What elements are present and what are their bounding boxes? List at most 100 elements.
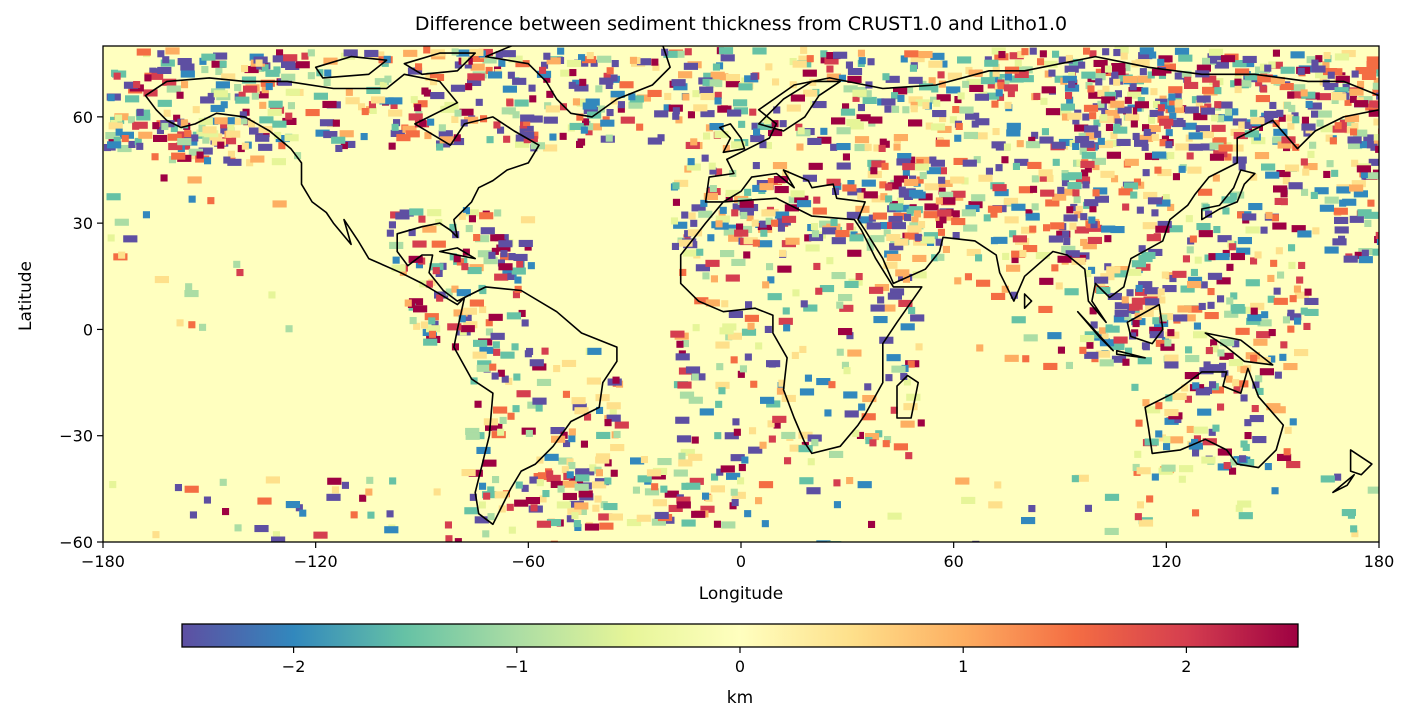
anomaly-cell xyxy=(880,222,888,230)
anomaly-cell xyxy=(156,126,164,134)
anomaly-cell xyxy=(719,327,734,335)
anomaly-cell xyxy=(959,106,974,114)
anomaly-cell xyxy=(1186,246,1194,254)
anomaly-cell xyxy=(257,497,272,505)
anomaly-cell xyxy=(715,220,723,228)
anomaly-cell xyxy=(1279,83,1294,91)
anomaly-cell xyxy=(227,117,235,125)
anomaly-cell xyxy=(157,99,172,107)
anomaly-cell xyxy=(1131,383,1139,391)
anomaly-cell xyxy=(157,50,165,58)
anomaly-cell xyxy=(807,137,822,145)
anomaly-cell xyxy=(890,238,898,246)
anomaly-cell xyxy=(1197,408,1212,416)
anomaly-cell xyxy=(1324,83,1339,91)
anomaly-cell xyxy=(1097,100,1105,108)
anomaly-cell xyxy=(1186,425,1194,433)
anomaly-cell xyxy=(858,188,866,196)
anomaly-cell xyxy=(924,203,939,211)
anomaly-cell xyxy=(535,404,543,412)
anomaly-cell xyxy=(924,183,939,191)
anomaly-cell xyxy=(1106,139,1121,147)
anomaly-cell xyxy=(427,209,442,217)
anomaly-cell xyxy=(815,287,823,295)
anomaly-cell xyxy=(718,387,726,395)
anomaly-cell xyxy=(464,116,479,124)
anomaly-cell xyxy=(930,52,945,60)
anomaly-cell xyxy=(1080,140,1095,148)
anomaly-cell xyxy=(610,469,618,477)
anomaly-cell xyxy=(1088,216,1096,224)
anomaly-cell xyxy=(772,162,788,170)
anomaly-cell xyxy=(854,144,869,152)
anomaly-cell xyxy=(768,129,783,137)
anomaly-cell xyxy=(902,163,917,171)
anomaly-cell xyxy=(1124,158,1139,166)
anomaly-cell xyxy=(1230,458,1238,466)
anomaly-cell xyxy=(561,466,569,474)
anomaly-cell xyxy=(1311,59,1319,67)
anomaly-cell xyxy=(404,299,412,307)
anomaly-cell xyxy=(274,131,282,139)
colorbar xyxy=(181,623,1299,648)
anomaly-cell xyxy=(476,446,491,454)
anomaly-cell xyxy=(852,429,860,437)
anomaly-cell xyxy=(1244,419,1252,427)
anomaly-cell xyxy=(672,112,680,120)
anomaly-cell xyxy=(907,225,922,233)
x-tick-label: 180 xyxy=(1364,552,1395,571)
anomaly-cell xyxy=(537,472,545,480)
anomaly-cell xyxy=(546,90,554,98)
anomaly-cell xyxy=(1093,187,1108,195)
anomaly-cell xyxy=(1125,113,1140,121)
anomaly-cell xyxy=(1143,191,1158,199)
anomaly-cell xyxy=(692,324,700,332)
anomaly-cell xyxy=(1375,145,1379,153)
anomaly-cell xyxy=(219,60,227,68)
anomaly-cell xyxy=(1248,123,1263,131)
anomaly-cell xyxy=(940,60,948,68)
anomaly-cell xyxy=(313,531,328,539)
anomaly-cell xyxy=(268,291,276,299)
anomaly-cell xyxy=(670,330,685,338)
anomaly-cell xyxy=(1083,104,1099,112)
anomaly-cell xyxy=(429,263,444,271)
anomaly-cell xyxy=(1217,349,1225,357)
anomaly-cell xyxy=(847,349,862,357)
anomaly-cell xyxy=(1157,104,1165,112)
anomaly-cell xyxy=(1278,114,1286,122)
anomaly-cell xyxy=(1038,169,1053,177)
anomaly-cell xyxy=(1136,467,1151,475)
anomaly-cell xyxy=(1128,87,1143,95)
anomaly-cell xyxy=(908,76,923,84)
anomaly-cell xyxy=(1342,198,1357,206)
anomaly-cell xyxy=(227,150,235,158)
anomaly-cell xyxy=(1022,355,1030,363)
anomaly-cell xyxy=(761,209,776,217)
anomaly-cell xyxy=(1328,68,1343,76)
anomaly-cell xyxy=(154,276,169,284)
anomaly-cell xyxy=(1234,86,1242,94)
anomaly-cell xyxy=(744,510,752,518)
anomaly-cell xyxy=(614,421,629,429)
anomaly-cell xyxy=(1093,119,1101,127)
anomaly-cell xyxy=(203,496,211,504)
anomaly-cell xyxy=(450,84,466,92)
anomaly-cell xyxy=(1114,302,1129,310)
anomaly-cell xyxy=(715,381,730,389)
x-tick-label: −60 xyxy=(511,552,545,571)
anomaly-cell xyxy=(1275,247,1283,255)
anomaly-cell xyxy=(463,321,478,329)
anomaly-cell xyxy=(188,148,203,156)
anomaly-cell xyxy=(905,452,913,460)
anomaly-cell xyxy=(813,262,821,270)
anomaly-cell xyxy=(725,74,741,82)
anomaly-cell xyxy=(261,64,269,72)
anomaly-cell xyxy=(331,136,346,144)
anomaly-cell xyxy=(1006,122,1021,130)
anomaly-cell xyxy=(569,122,584,130)
anomaly-cell xyxy=(858,57,866,65)
anomaly-cell xyxy=(612,376,620,384)
anomaly-cell xyxy=(687,111,695,119)
anomaly-cell xyxy=(847,249,862,257)
